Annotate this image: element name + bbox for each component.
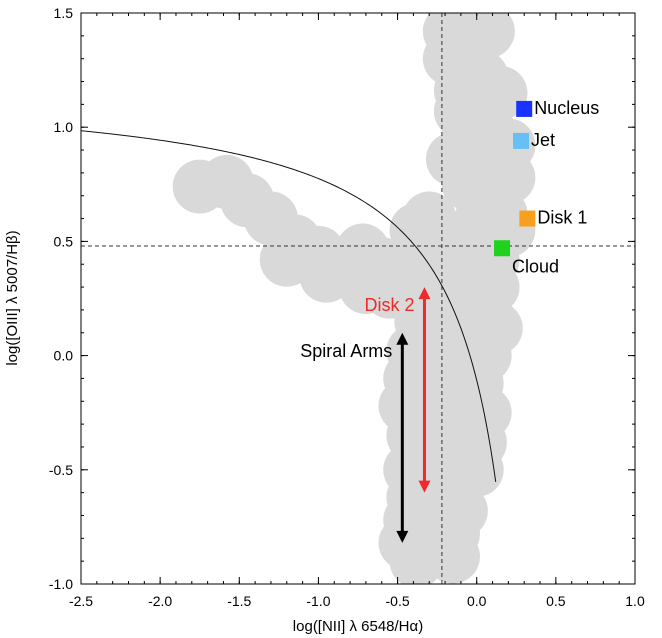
cloud-point	[389, 534, 444, 584]
x-axis-title: log([NII] λ 6548/Hα)	[293, 618, 423, 635]
x-tick-label: -2.5	[69, 593, 93, 609]
cloud-point	[449, 442, 504, 497]
range-arrowhead-bottom-disk-2	[418, 480, 431, 493]
marker-jet	[513, 132, 530, 149]
axes: -2.5 -2.0 -1.5 -1.0 -0.5 0.0 0.5 1.0 -1.0 -0.5 0.0…	[49, 5, 645, 609]
x-tick-label: 0.0	[467, 593, 487, 609]
range-label-spiral-arms: Spiral Arms	[300, 341, 392, 361]
range-arrows: Disk 2 Spiral Arms	[300, 287, 431, 543]
y-tick-label: 1.0	[54, 119, 74, 135]
marker-label-nucleus: Nucleus	[534, 98, 599, 118]
x-tick-label: 0.5	[546, 593, 566, 609]
markers: Nucleus Jet Disk 1 Cloud	[494, 98, 599, 276]
x-tick-label: 1.0	[625, 593, 645, 609]
marker-cloud	[494, 240, 511, 257]
marker-label-cloud: Cloud	[512, 256, 559, 276]
y-tick-label: -0.5	[49, 462, 73, 478]
x-tick-label: -2.0	[148, 593, 172, 609]
marker-nucleus	[516, 100, 533, 117]
x-tick-label: -1.0	[306, 593, 330, 609]
demarcation-curve	[81, 130, 497, 482]
marker-disk-1	[519, 210, 536, 227]
y-tick-label: 1.5	[54, 5, 74, 21]
range-arrowhead-bottom-spiral-arms	[396, 530, 409, 543]
x-tick-label: -0.5	[386, 593, 410, 609]
range-arrowhead-top-disk-2	[418, 287, 431, 300]
y-tick-label: -1.0	[49, 576, 73, 592]
y-tick-label: 0.0	[54, 348, 74, 364]
y-axis-title: log([OIII] λ 5007/Hβ)	[4, 230, 21, 365]
x-tick-label: -1.5	[227, 593, 251, 609]
marker-label-disk-1: Disk 1	[537, 208, 587, 228]
y-tick-label: 0.5	[54, 233, 74, 249]
plot-frame	[80, 12, 636, 585]
range-arrowhead-top-spiral-arms	[396, 332, 409, 345]
reference-lines	[81, 13, 635, 584]
range-label-disk-2: Disk 2	[364, 295, 414, 315]
marker-label-jet: Jet	[531, 130, 555, 150]
